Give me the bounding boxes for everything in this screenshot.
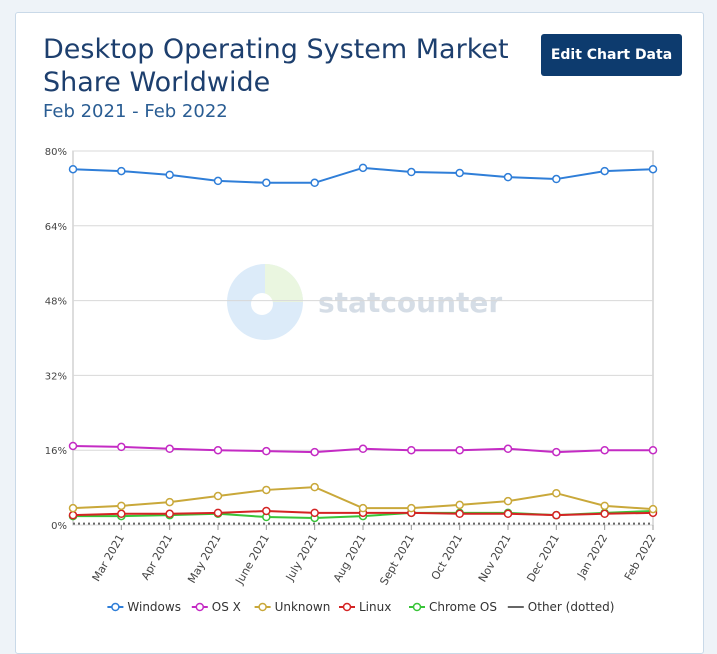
x-tick-label: June 2021 (232, 532, 271, 587)
watermark-logo-part (265, 264, 303, 302)
legend-label: Linux (359, 600, 391, 614)
data-point (213, 445, 223, 455)
x-tick-label: May 2021 (185, 532, 223, 585)
data-point (117, 442, 126, 452)
data-point (600, 166, 609, 176)
data-point (68, 164, 78, 174)
legend-label: Unknown (275, 600, 331, 614)
data-point (262, 485, 271, 495)
data-point (648, 504, 658, 514)
x-tick-label: Oct 2021 (429, 532, 466, 582)
y-tick-label: 48% (45, 297, 67, 308)
x-tick-label: Mar 2021 (90, 532, 127, 584)
legend-label: Chrome OS (429, 600, 497, 614)
data-point (310, 447, 319, 457)
legend-marker (195, 602, 205, 612)
legend-item: Other (dotted) (507, 600, 615, 614)
y-tick-label: 16% (45, 446, 67, 457)
plot-area (72, 150, 654, 526)
legend-item: Windows (107, 600, 181, 614)
data-point (165, 170, 174, 180)
data-point (358, 444, 368, 454)
data-point (358, 163, 368, 173)
data-point (262, 178, 271, 188)
data-point (407, 503, 416, 513)
x-tick-label: Jan 2022 (574, 532, 610, 581)
data-point (68, 510, 78, 520)
data-point (407, 445, 416, 455)
data-point (310, 178, 319, 188)
x-tick-label: July 2021 (283, 532, 320, 584)
data-point (358, 503, 368, 513)
data-point (503, 509, 513, 519)
x-tick-label: Aug 2021 (331, 532, 369, 584)
x-tick-label: Feb 2022 (622, 532, 659, 583)
legend-label: Windows (127, 600, 181, 614)
data-point (600, 509, 609, 519)
data-point (503, 444, 513, 454)
data-point (165, 509, 174, 519)
data-point (117, 501, 126, 511)
watermark-logo-hole (251, 293, 273, 315)
watermark-logo (227, 264, 303, 340)
data-point (503, 172, 513, 182)
chart-subtitle: Feb 2021 - Feb 2022 (43, 101, 228, 122)
data-point (503, 496, 513, 506)
legend-item: Linux (339, 600, 391, 614)
data-point (648, 164, 658, 174)
x-tick-label: Sept 2021 (377, 532, 417, 587)
data-point (68, 503, 78, 513)
data-point (117, 166, 126, 176)
data-point (552, 447, 561, 457)
legend-marker (412, 602, 422, 612)
page: {"chart_data": {"type": "line", "title":… (15, 12, 704, 654)
data-point (117, 509, 126, 519)
data-point (262, 506, 271, 516)
y-tick-label: 80% (45, 147, 67, 158)
data-point (455, 168, 464, 178)
data-point (552, 510, 561, 520)
data-point (310, 508, 319, 518)
legend-item: Unknown (254, 600, 331, 614)
x-tick-label: Dec 2021 (524, 532, 562, 584)
legend-item: OS X (191, 600, 241, 614)
data-point (165, 497, 174, 507)
legend-label: Other (dotted) (528, 600, 615, 614)
data-point (455, 445, 464, 455)
data-point (213, 508, 223, 518)
y-tick-label: 32% (45, 371, 67, 382)
data-point (455, 500, 464, 510)
data-point (68, 441, 78, 451)
edit-chart-data-button[interactable]: Edit Chart Data (541, 34, 682, 76)
data-point (552, 174, 561, 184)
y-tick-label: 64% (45, 222, 67, 233)
data-point (310, 482, 319, 492)
x-tick-label: Apr 2021 (139, 532, 176, 582)
y-tick-label: 0% (51, 521, 67, 532)
data-point (455, 509, 464, 519)
data-point (262, 446, 271, 456)
data-point (600, 501, 609, 511)
data-point (552, 488, 561, 498)
data-point (165, 444, 174, 454)
data-point (213, 491, 223, 501)
data-point (648, 445, 658, 455)
legend-marker (342, 602, 352, 612)
watermark: statcounter (227, 264, 502, 340)
x-tick-label: Nov 2021 (476, 532, 514, 584)
legend-marker (258, 602, 267, 612)
data-point (213, 176, 223, 186)
legend-marker (111, 602, 120, 612)
watermark-text: statcounter (318, 286, 502, 319)
data-point (407, 167, 416, 177)
legend-item: Chrome OS (409, 600, 497, 614)
data-point (600, 445, 609, 455)
legend-label: OS X (212, 600, 241, 614)
chart-title: Desktop Operating System Market Share Wo… (43, 34, 509, 98)
chart: statcounter 0% 16% 32% 48% 64% 80% Mar 2021 Apr … (45, 147, 659, 614)
